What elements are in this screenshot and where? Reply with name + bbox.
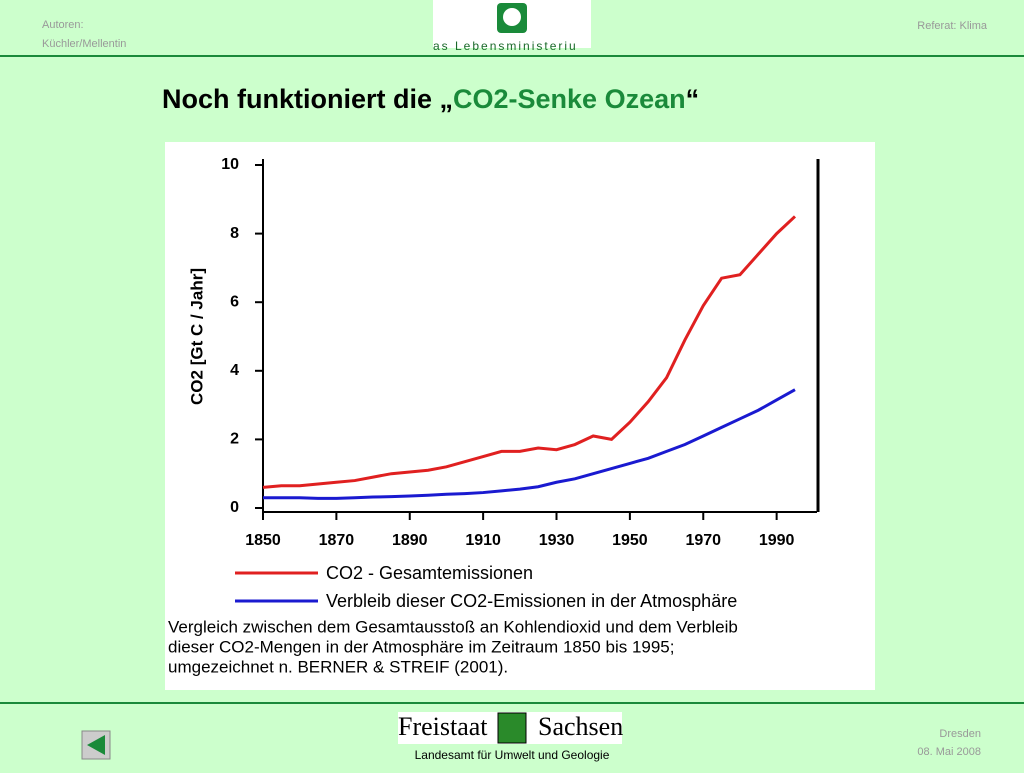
logo-tree [503,8,521,26]
x-tick-label: 1930 [539,532,575,549]
state-crest [497,712,527,744]
y-tick-label: 2 [230,431,239,448]
topic: Referat: Klima [917,20,988,32]
city: Dresden [939,728,981,740]
state-right: Sachsen [538,712,623,741]
x-tick-label: 1850 [245,532,281,549]
x-tick-label: 1990 [759,532,795,549]
caption-line: dieser CO2-Mengen in der Atmosphäre im Z… [168,637,674,656]
legend-label: CO2 - Gesamtemissionen [326,563,533,583]
y-axis-label: CO2 [Gt C / Jahr] [187,268,206,405]
x-tick-label: 1910 [465,532,501,549]
logo-text: as Lebensministeriu [433,39,578,53]
y-tick-label: 10 [221,156,239,173]
agency: Landesamt für Umwelt und Geologie [415,748,610,762]
x-tick-label: 1890 [392,532,428,549]
x-tick-label: 1950 [612,532,648,549]
date: 08. Mai 2008 [917,746,981,758]
chart-area [165,142,875,690]
title-suffix: “ [686,84,700,114]
x-tick-label: 1870 [319,532,355,549]
y-tick-label: 8 [230,225,239,242]
series-line [262,215,797,489]
caption-line: umgezeichnet n. BERNER & STREIF (2001). [168,657,508,676]
slide-title: Noch funktioniert die „CO2-Senke Ozean“ [162,84,699,114]
series-line [263,388,796,500]
title-prefix: Noch funktioniert die „ [162,84,453,114]
state-left: Freistaat [398,712,488,741]
authors-label: Autoren: [42,19,84,31]
chart: 0 2 4 6 8 10 1850 1870 1890 1910 1930 1950 1970 1990 C… [168,156,820,676]
title-highlight: CO2-Senke Ozean [453,84,686,114]
x-tick-label: 1970 [685,532,721,549]
y-tick-label: 6 [230,293,239,310]
caption-line: Vergleich zwischen dem Gesamtausstoß an … [168,617,738,636]
y-tick-label: 4 [230,362,239,379]
legend-label: Verbleib dieser CO2-Emissionen in der At… [326,591,737,611]
back-arrow[interactable] [87,735,105,755]
authors: Küchler/Mellentin [42,38,126,50]
y-tick-label: 0 [230,499,239,516]
